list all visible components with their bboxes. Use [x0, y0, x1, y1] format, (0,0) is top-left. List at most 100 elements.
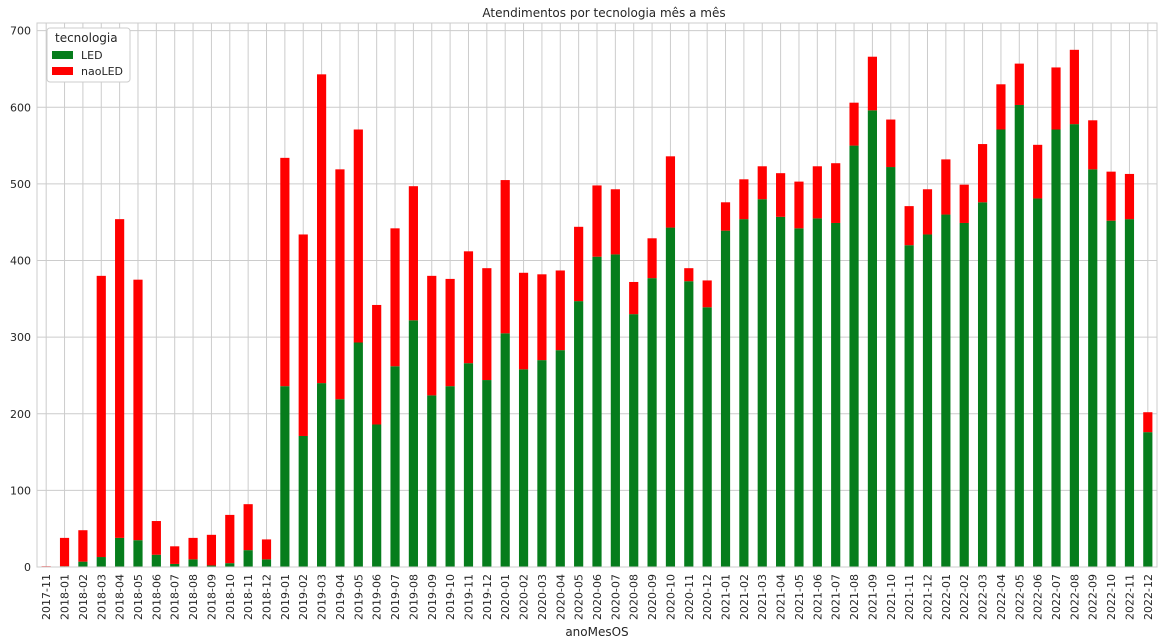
x-tick-label: 2020-09	[646, 574, 659, 620]
bar-naoled-2018-09	[206, 534, 217, 566]
bar-led-2018-11	[243, 550, 253, 567]
bar-naoled-2020-05	[574, 226, 584, 302]
bar-naoled-2018-03	[96, 275, 106, 558]
bar-naoled-2021-08	[849, 102, 859, 146]
x-tick-label: 2020-11	[683, 574, 696, 620]
x-tick-label: 2020-12	[701, 574, 714, 620]
bar-led-2018-10	[225, 563, 235, 567]
bar-led-2022-04	[996, 129, 1006, 567]
bar-naoled-2022-04	[996, 84, 1006, 130]
bar-naoled-2022-03	[977, 144, 988, 203]
bars	[41, 49, 1153, 568]
bar-naoled-2018-01	[59, 537, 70, 567]
y-tick-label: 300	[10, 331, 31, 344]
bar-naoled-2019-07	[390, 228, 400, 367]
bar-naoled-2022-10	[1106, 171, 1116, 221]
bar-naoled-2019-01	[280, 157, 290, 387]
bar-led-2020-05	[574, 301, 584, 567]
x-tick-label: 2021-01	[720, 574, 733, 620]
x-tick-label: 2022-08	[1068, 574, 1081, 620]
bar-led-2021-04	[776, 216, 786, 567]
bar-naoled-2018-07	[170, 546, 180, 564]
bar-led-2019-11	[463, 363, 474, 567]
bar-led-2019-10	[445, 386, 455, 567]
x-tick-label: 2021-10	[885, 574, 898, 620]
bar-naoled-2021-11	[904, 206, 914, 246]
bar-naoled-2019-12	[482, 268, 492, 381]
bar-naoled-2022-02	[959, 184, 969, 223]
bar-led-2020-11	[684, 281, 694, 567]
bar-led-2018-08	[188, 559, 198, 567]
bar-naoled-2020-01	[500, 180, 510, 334]
x-tick-label: 2019-07	[389, 574, 402, 620]
bar-naoled-2020-11	[684, 268, 694, 282]
x-tick-label: 2018-11	[242, 574, 255, 620]
bar-naoled-2019-06	[372, 304, 382, 425]
x-tick-label: 2022-09	[1087, 574, 1100, 620]
x-tick-label: 2021-11	[903, 574, 916, 620]
bar-led-2021-10	[886, 167, 896, 567]
x-tick-label: 2022-06	[1032, 574, 1045, 620]
x-tick-label: 2021-08	[848, 574, 861, 620]
bar-led-2018-12	[261, 559, 272, 567]
x-tick-label: 2022-10	[1105, 574, 1118, 620]
bar-led-2018-05	[133, 540, 143, 567]
bar-led-2021-08	[849, 145, 859, 567]
bar-naoled-2019-03	[317, 74, 327, 384]
bar-led-2020-07	[610, 254, 620, 568]
x-tick-label: 2019-10	[444, 574, 457, 620]
bar-led-2019-02	[298, 435, 308, 567]
bar-led-2022-12	[1143, 432, 1153, 567]
x-tick-label: 2020-05	[573, 574, 586, 620]
x-tick-label: 2019-05	[352, 574, 365, 620]
x-tick-label: 2022-07	[1050, 574, 1063, 620]
x-tick-label: 2022-05	[1013, 574, 1026, 620]
x-tick-label: 2020-08	[628, 574, 641, 620]
bar-led-2020-03	[537, 360, 547, 567]
x-tick-label: 2018-10	[224, 574, 237, 620]
x-tick-label: 2019-03	[316, 574, 329, 620]
bar-naoled-2021-06	[812, 166, 822, 219]
bar-led-2019-09	[427, 395, 437, 567]
bar-naoled-2018-12	[261, 539, 272, 560]
x-tick-label: 2020-03	[536, 574, 549, 620]
x-tick-label: 2019-02	[297, 574, 310, 620]
x-tick-label: 2019-06	[371, 574, 384, 620]
bar-naoled-2022-08	[1069, 49, 1079, 125]
bar-led-2021-11	[904, 245, 914, 567]
bar-led-2020-01	[500, 333, 510, 567]
bar-led-2020-12	[702, 307, 712, 567]
x-tick-label: 2022-03	[977, 574, 990, 620]
bar-naoled-2018-05	[133, 279, 143, 541]
bar-led-2020-06	[592, 256, 602, 567]
y-tick-label: 500	[10, 178, 31, 191]
x-axis-label: anoMesOS	[565, 625, 628, 639]
bar-naoled-2021-12	[922, 189, 933, 235]
bar-naoled-2020-03	[537, 274, 547, 361]
y-axis-ticks: 0 100 200 300 400 500 600 700	[10, 25, 31, 574]
x-tick-label: 2020-10	[664, 574, 677, 620]
x-tick-label: 2021-04	[775, 574, 788, 620]
bar-led-2021-05	[794, 228, 804, 567]
x-tick-label: 2020-07	[609, 574, 622, 620]
bar-naoled-2020-12	[702, 280, 712, 308]
x-tick-label: 2022-02	[958, 574, 971, 620]
bar-naoled-2019-04	[335, 169, 345, 400]
bar-naoled-2021-10	[886, 119, 896, 168]
bar-led-2022-06	[1033, 198, 1043, 567]
bar-led-2021-06	[812, 218, 822, 567]
x-tick-label: 2020-04	[554, 574, 567, 620]
bar-led-2022-11	[1124, 219, 1135, 567]
bar-led-2022-05	[1014, 104, 1024, 568]
bar-led-2019-08	[408, 320, 418, 567]
bar-naoled-2018-02	[78, 530, 88, 562]
bar-led-2019-05	[353, 342, 363, 567]
bar-naoled-2018-06	[151, 521, 161, 555]
x-tick-label: 2019-08	[407, 574, 420, 620]
x-tick-label: 2018-02	[77, 574, 90, 620]
bar-led-2019-03	[317, 383, 327, 567]
bar-led-2018-07	[170, 563, 180, 567]
bar-led-2021-07	[831, 222, 841, 567]
bar-naoled-2018-10	[225, 514, 235, 564]
bar-naoled-2022-07	[1051, 67, 1061, 130]
